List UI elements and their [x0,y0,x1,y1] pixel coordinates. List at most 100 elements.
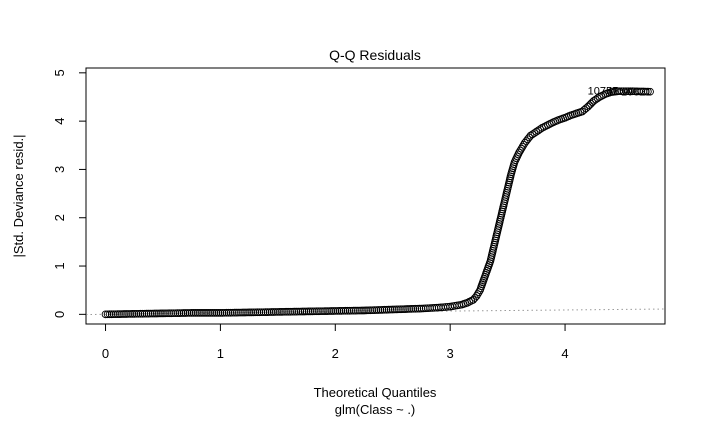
data-point [163,309,171,318]
data-point [290,307,299,316]
data-point [584,102,592,111]
x-axis-label: Theoretical Quantiles [314,385,437,400]
data-point [193,309,202,317]
data-point [111,310,120,319]
data-point [175,309,184,317]
data-point [354,306,362,315]
data-point [198,309,206,317]
data-point [585,101,594,110]
data-point [183,309,192,317]
data-point [644,87,652,96]
data-point [317,307,325,316]
data-point [263,308,272,316]
data-point [403,305,411,313]
data-point [165,309,173,318]
data-point [235,308,243,317]
data-point [144,309,153,318]
point-label: 10621 [621,87,652,99]
data-point [212,309,221,317]
data-point [249,308,258,317]
data-point [105,310,114,319]
data-point [173,309,182,317]
data-point [118,310,126,318]
data-point [593,94,602,103]
data-point [132,309,141,318]
data-point [516,146,525,155]
data-point [471,294,479,302]
data-point [411,304,420,313]
data-point [304,307,313,316]
data-point [364,306,372,315]
data-point [325,307,333,315]
data-point [134,309,143,318]
x-tick-label: 3 [447,346,454,361]
data-point [532,127,541,136]
data-point [380,305,389,314]
data-point [136,309,145,318]
reference-line [85,308,666,316]
data-point [253,308,262,317]
data-point [226,308,235,317]
x-tick-label: 0 [102,346,109,361]
data-point [360,306,368,315]
data-point [335,307,344,315]
data-point [140,309,149,318]
y-tick-label: 1 [52,262,67,269]
data-point [155,309,163,318]
data-point [247,308,256,317]
data-point [374,306,383,314]
y-tick-label: 2 [52,214,67,221]
data-point [331,307,340,315]
data-point [392,305,401,314]
data-point [122,310,130,318]
data-point [185,309,194,317]
data-point [261,308,270,316]
data-point [591,95,600,104]
data-point [315,307,323,316]
data-point [386,305,395,314]
data-point [288,307,297,316]
data-point [177,309,186,317]
data-point [267,308,276,316]
data-point [530,129,539,137]
data-point [300,307,309,316]
data-point [179,309,188,317]
data-point [206,309,215,317]
data-point [337,307,346,315]
data-point [349,306,358,315]
data-point [126,310,134,318]
data-point [150,309,159,318]
data-point [130,310,139,318]
data-point [157,309,165,318]
data-point [230,308,239,317]
data-point [401,305,409,313]
data-point [218,309,227,317]
data-point [366,306,375,315]
data-point [298,307,307,316]
data-point [329,307,338,315]
reference-line-path [85,308,666,316]
data-point [278,308,286,316]
data-point [339,306,348,315]
data-point [589,96,598,105]
data-point [356,306,364,315]
data-point [292,307,301,316]
data-point [362,306,370,315]
data-point [296,307,305,316]
data-point [405,305,413,313]
data-point [146,309,155,318]
data-point [333,307,342,315]
data-point [302,307,311,316]
data-point [148,309,157,318]
data-point [413,304,422,313]
data-point [472,292,481,300]
data-point [245,308,253,317]
data-point [181,309,190,317]
data-point [224,308,233,317]
data-point [319,307,327,316]
data-point [528,130,537,139]
data-point [113,310,122,318]
data-point [351,306,360,315]
data-point [161,309,169,318]
data-point [376,306,385,314]
